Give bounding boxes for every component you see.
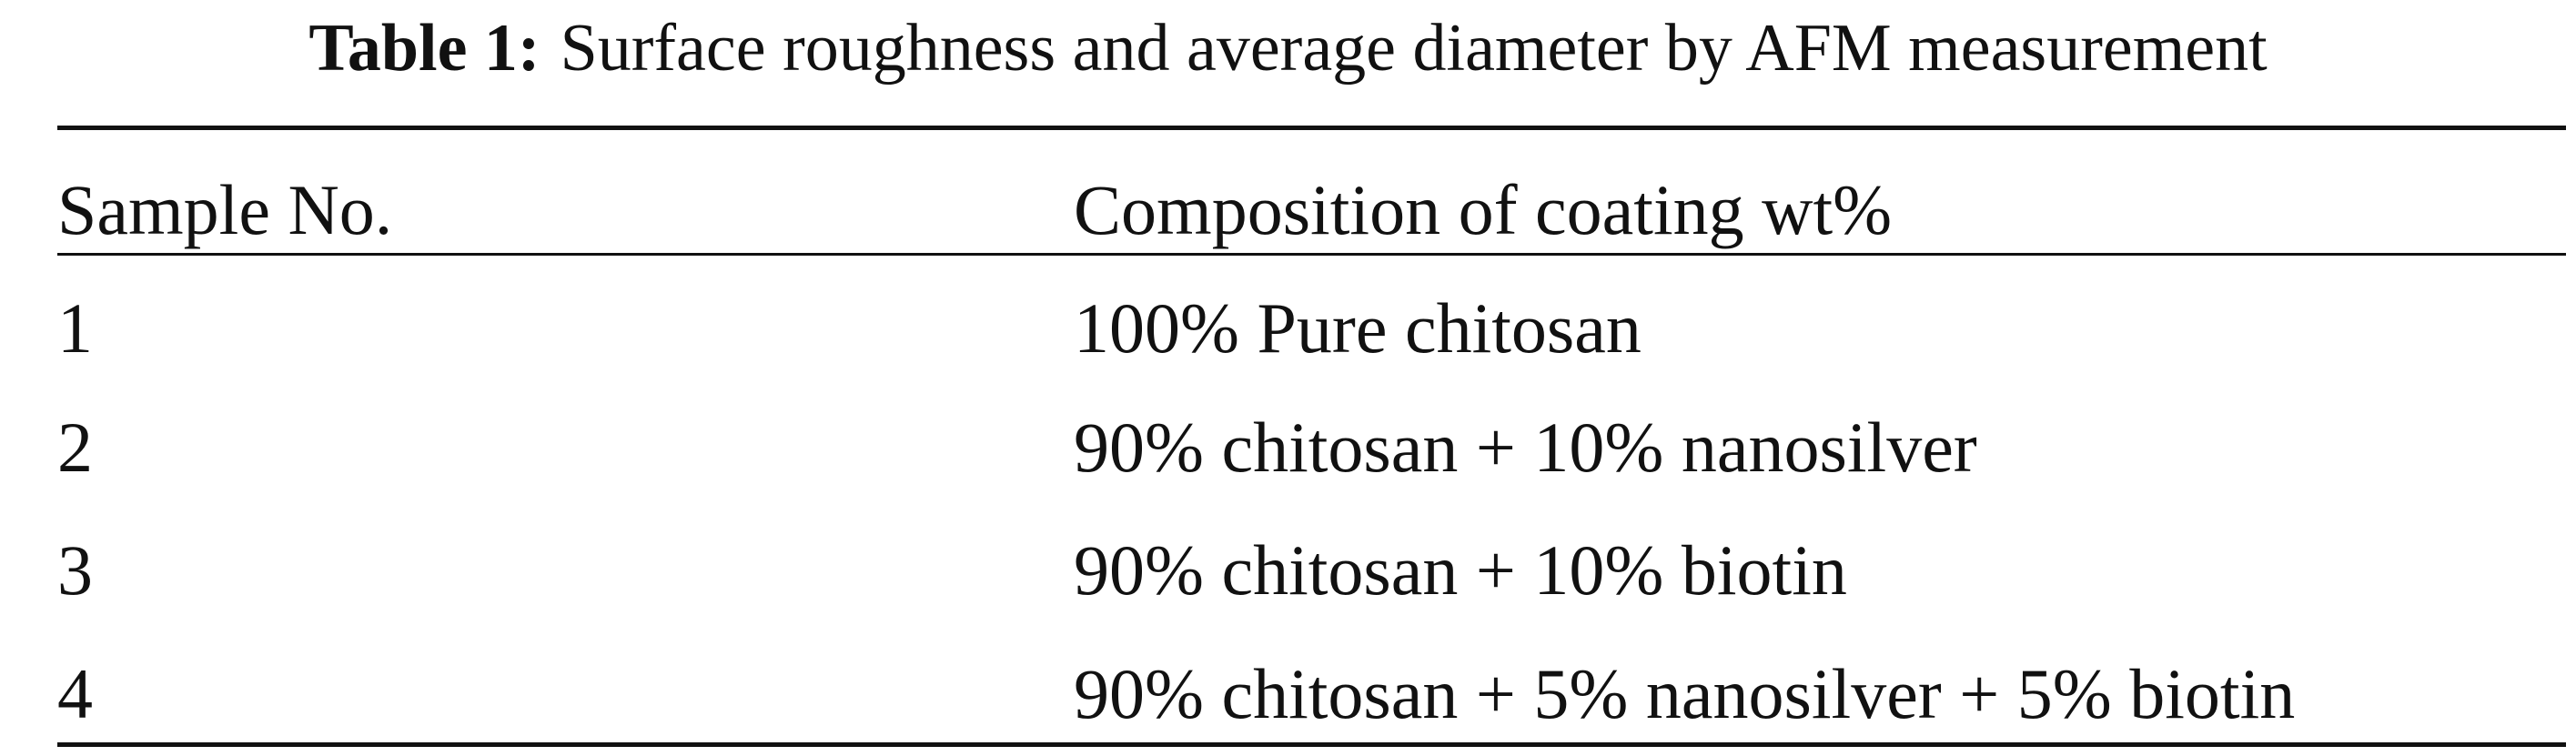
top-rule (57, 126, 2566, 130)
composition: 100% Pure chitosan (1074, 288, 1642, 368)
table-title: Table 1: Surface roughness and average di… (0, 7, 2576, 89)
sample-number: 2 (57, 408, 93, 487)
table-caption: Surface roughness and average diameter b… (560, 11, 2268, 86)
composition: 90% chitosan + 10% nanosilver (1074, 408, 1977, 487)
sample-number: 3 (57, 530, 93, 610)
header-cell: Composition of coating wt% (1074, 170, 1893, 249)
composition: 90% chitosan + 5% nanosilver + 5% biotin (1074, 654, 2296, 733)
header-cell: Sample No. (57, 170, 393, 249)
composition: 90% chitosan + 10% biotin (1074, 530, 1847, 610)
bottom-rule (57, 742, 2566, 747)
table-label: Table 1: (308, 11, 540, 86)
sample-number: 4 (57, 654, 93, 733)
header-rule (57, 253, 2566, 256)
sample-number: 1 (57, 288, 93, 368)
